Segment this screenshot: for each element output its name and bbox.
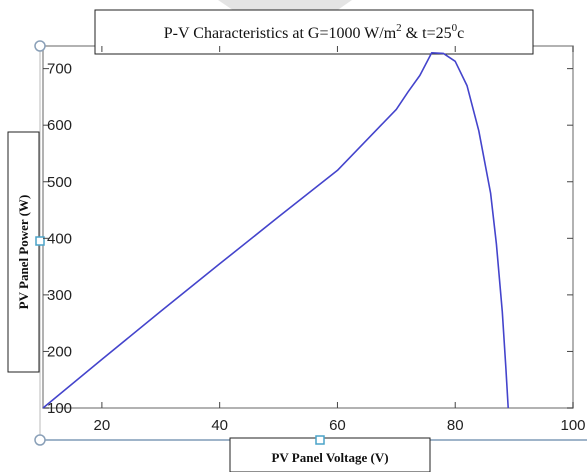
selection-handle[interactable] bbox=[315, 435, 325, 445]
selection-handle[interactable] bbox=[35, 236, 45, 246]
y-tick-label: 500 bbox=[47, 174, 72, 191]
x-tick-label: 80 bbox=[447, 417, 464, 434]
x-tick-label: 20 bbox=[94, 417, 111, 434]
y-tick-label: 300 bbox=[47, 287, 72, 304]
pv-curve-line bbox=[42, 51, 509, 409]
x-tick-label: 100 bbox=[560, 417, 585, 434]
y-tick-label: 600 bbox=[47, 117, 72, 134]
ylabel-box bbox=[7, 131, 40, 373]
y-tick-label: 200 bbox=[47, 343, 72, 360]
x-axis-label: PV Panel Voltage (V) bbox=[271, 450, 388, 465]
x-tick-label: 40 bbox=[211, 417, 228, 434]
selection-handle[interactable] bbox=[34, 40, 46, 52]
x-tick-label: 60 bbox=[329, 417, 346, 434]
y-tick-label: 100 bbox=[47, 400, 72, 417]
selection-handle[interactable] bbox=[34, 434, 46, 446]
plot-area bbox=[42, 45, 574, 409]
y-tick-label: 700 bbox=[47, 61, 72, 78]
title-box bbox=[94, 9, 534, 55]
xlabel-box bbox=[229, 437, 431, 472]
y-axis-label: PV Panel Power (W) bbox=[16, 195, 31, 310]
chart-title: P-V Characteristics at G=1000 W/m2 & t=2… bbox=[164, 22, 464, 42]
y-tick-label: 400 bbox=[47, 230, 72, 247]
